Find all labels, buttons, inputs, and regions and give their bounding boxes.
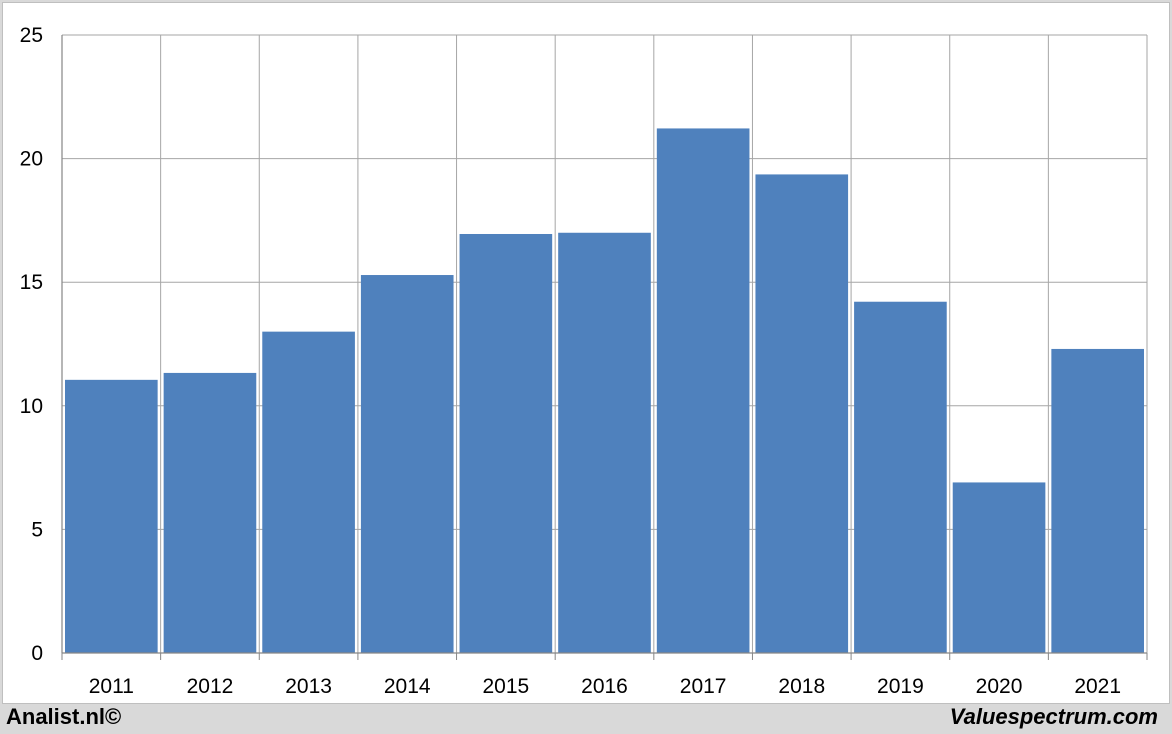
bar-2011: [65, 379, 158, 653]
axis-layer: 0 5 10 15 20 25 2011 2012 2013 2014 2015 2016 2017 20…: [20, 24, 1148, 698]
grid-layer: [61, 34, 1148, 654]
x-tick-label: 2017: [680, 675, 727, 698]
x-tick-label: 2013: [285, 675, 332, 698]
chart-frame: 0 5 10 15 20 25 2011 2012 2013 2014 2015 2016 2017 20…: [2, 2, 1170, 704]
x-tick-label: 2018: [778, 675, 825, 698]
bar-2017: [656, 128, 750, 653]
x-tick-label: 2014: [384, 675, 431, 698]
bar-chart: 0 5 10 15 20 25 2011 2012 2013 2014 2015 2016 2017 20…: [20, 24, 1148, 698]
bar-2012: [163, 372, 257, 653]
bar-2019: [854, 301, 947, 653]
x-tick-label: 2011: [89, 675, 134, 698]
y-tick-label: 0: [31, 642, 43, 665]
bar-2020: [952, 482, 1046, 653]
y-tick-label: 25: [20, 24, 43, 47]
bar-layer: [65, 128, 1144, 653]
footer-credit-left: Analist.nl©: [6, 704, 122, 729]
bar-2014: [360, 275, 454, 653]
bar-2021: [1051, 348, 1144, 653]
x-tick-label: 2019: [877, 675, 924, 698]
y-tick-label: 15: [20, 271, 43, 294]
bar-2015: [459, 233, 553, 653]
x-tick-label: 2020: [976, 675, 1023, 698]
x-tick-label: 2021: [1074, 675, 1121, 698]
bar-2016: [558, 232, 651, 653]
x-tick-label: 2016: [581, 675, 628, 698]
bar-2013: [262, 331, 355, 653]
x-tick-label: 2012: [187, 675, 234, 698]
x-tick-label: 2015: [483, 675, 530, 698]
y-tick-label: 10: [20, 395, 43, 418]
bar-2018: [755, 174, 849, 653]
y-tick-label: 5: [31, 518, 43, 541]
footer-credit-right: Valuespectrum.com: [949, 704, 1158, 729]
y-tick-label: 20: [20, 148, 43, 171]
